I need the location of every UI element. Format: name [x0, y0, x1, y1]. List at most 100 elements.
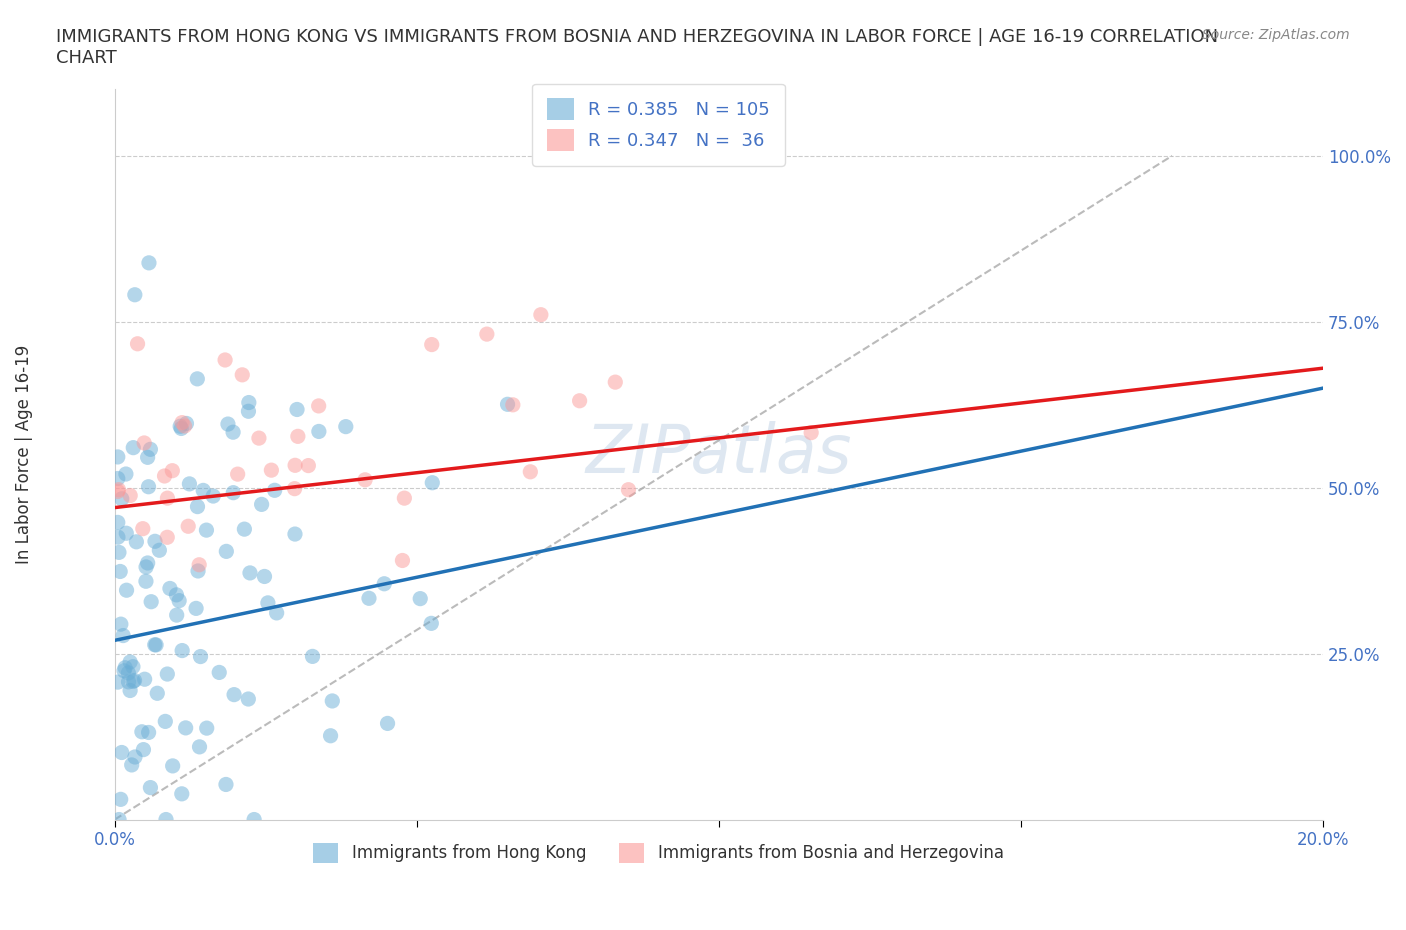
hk — [222, 485, 245, 500]
hk — [107, 674, 129, 689]
hk — [134, 671, 156, 686]
hk — [166, 607, 188, 622]
bh — [134, 435, 156, 450]
bh — [132, 521, 155, 536]
hk — [162, 759, 184, 774]
hk — [115, 467, 138, 482]
hk — [373, 577, 395, 591]
hk — [135, 574, 157, 589]
hk — [111, 745, 134, 760]
hk — [217, 417, 239, 432]
hk — [321, 694, 343, 709]
hk — [357, 591, 380, 605]
bh — [120, 488, 142, 503]
hk — [263, 483, 285, 498]
hk — [238, 404, 260, 418]
hk — [266, 605, 288, 620]
hk — [108, 564, 131, 578]
hk — [114, 660, 136, 675]
hk — [179, 476, 201, 491]
bh — [297, 458, 319, 473]
hk — [174, 721, 197, 736]
hk — [136, 450, 159, 465]
hk — [188, 739, 211, 754]
hk — [107, 472, 129, 486]
hk — [132, 742, 155, 757]
hk — [215, 777, 238, 792]
bh — [287, 429, 309, 444]
bh — [605, 375, 627, 390]
hk — [238, 692, 260, 707]
hk — [108, 545, 131, 560]
hk — [120, 655, 142, 670]
hk — [138, 479, 160, 494]
bh — [247, 431, 270, 445]
hk — [257, 595, 280, 610]
bh — [127, 337, 149, 352]
hk — [138, 725, 160, 740]
hk — [409, 591, 432, 606]
bh — [284, 481, 307, 496]
hk — [124, 673, 146, 688]
hk — [143, 637, 166, 652]
bh — [177, 519, 200, 534]
hk — [107, 449, 129, 464]
hk — [139, 780, 162, 795]
hk — [122, 674, 145, 689]
hk — [186, 499, 208, 514]
hk — [172, 644, 194, 658]
hk — [115, 583, 138, 598]
bh — [502, 397, 524, 412]
hk — [222, 687, 245, 702]
bh — [394, 491, 416, 506]
hk — [169, 418, 191, 433]
hk — [125, 535, 148, 550]
bh — [170, 415, 193, 430]
hk — [335, 419, 357, 434]
hk — [285, 402, 308, 417]
bh — [568, 393, 591, 408]
hk — [145, 637, 167, 652]
hk — [143, 534, 166, 549]
hk — [155, 714, 177, 729]
hk — [155, 812, 177, 827]
Legend: Immigrants from Hong Kong, Immigrants from Bosnia and Herzegovina: Immigrants from Hong Kong, Immigrants fr… — [307, 836, 1011, 870]
bh — [260, 463, 283, 478]
bh — [173, 418, 195, 433]
Text: IMMIGRANTS FROM HONG KONG VS IMMIGRANTS FROM BOSNIA AND HERZEGOVINA IN LABOR FOR: IMMIGRANTS FROM HONG KONG VS IMMIGRANTS … — [56, 28, 1219, 67]
hk — [165, 588, 187, 603]
hk — [208, 665, 231, 680]
hk — [135, 560, 157, 575]
hk — [496, 397, 519, 412]
bh — [308, 398, 330, 413]
hk — [107, 515, 129, 530]
bh — [800, 425, 823, 440]
hk — [159, 581, 181, 596]
hk — [170, 787, 193, 802]
hk — [308, 424, 330, 439]
hk — [117, 674, 139, 689]
bh — [519, 464, 541, 479]
hk — [121, 758, 143, 773]
bh — [107, 484, 129, 498]
hk — [420, 475, 443, 490]
Text: Source: ZipAtlas.com: Source: ZipAtlas.com — [1202, 28, 1350, 42]
hk — [243, 812, 266, 827]
hk — [124, 750, 146, 764]
hk — [146, 685, 169, 700]
hk — [124, 287, 146, 302]
hk — [167, 593, 190, 608]
hk — [170, 421, 193, 436]
bh — [354, 472, 377, 487]
hk — [195, 523, 218, 538]
hk — [122, 659, 145, 674]
hk — [115, 525, 138, 540]
hk — [284, 526, 307, 541]
hk — [186, 371, 208, 386]
bh — [188, 557, 211, 572]
bh — [214, 352, 236, 367]
hk — [110, 617, 132, 631]
hk — [148, 543, 170, 558]
hk — [117, 666, 139, 681]
hk — [233, 522, 256, 537]
